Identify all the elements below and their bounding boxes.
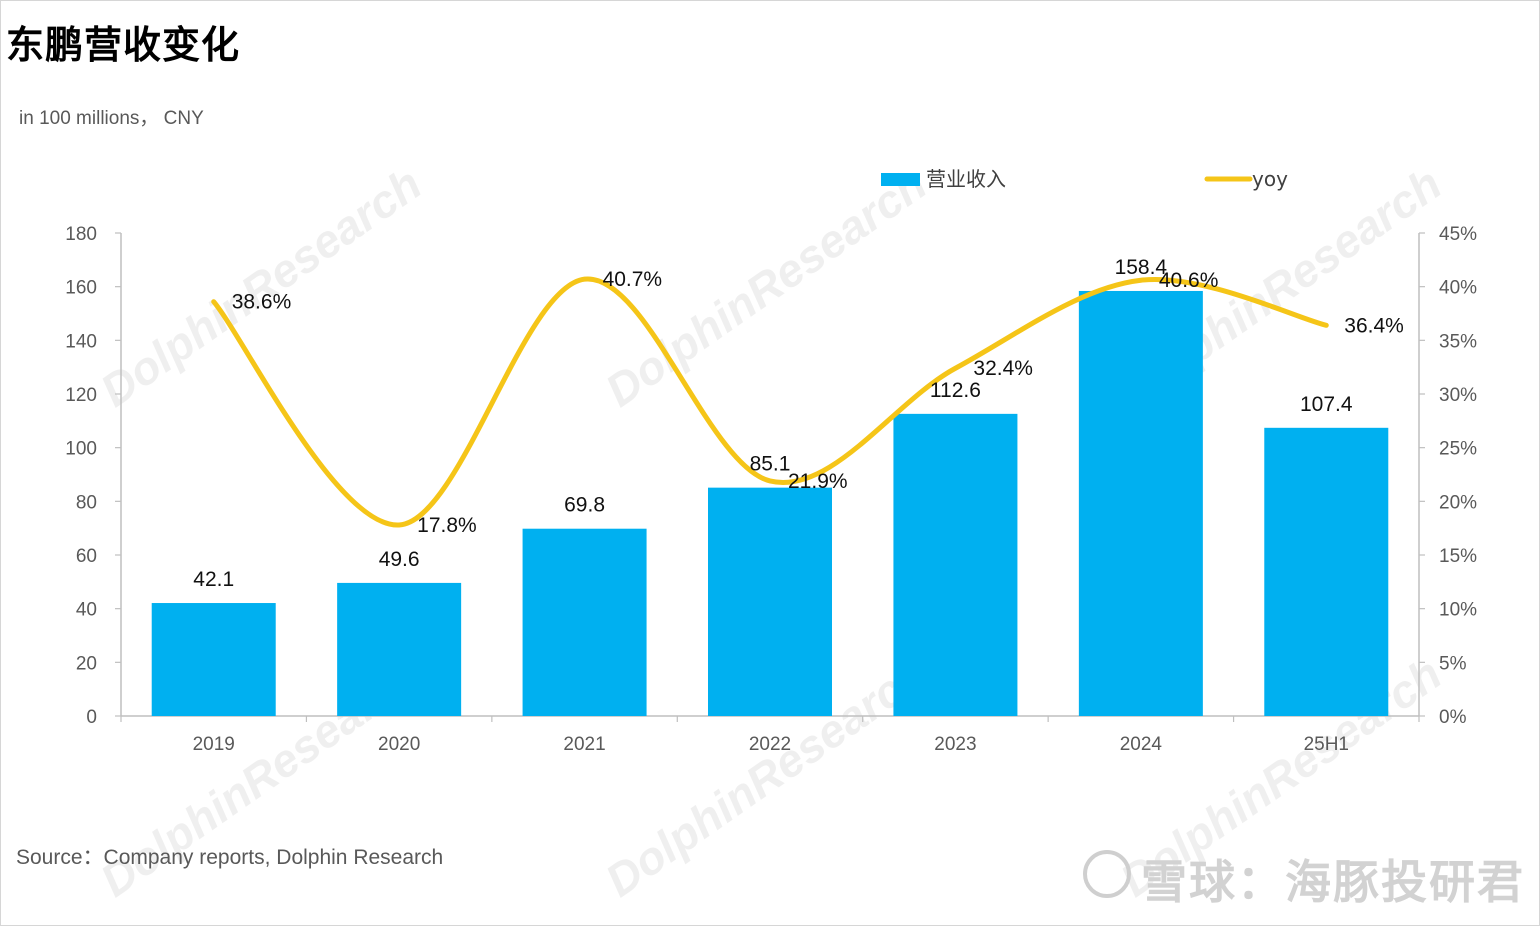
revenue-bar [1264,427,1389,716]
y-left-tick-label: 140 [65,331,97,352]
revenue-bar [337,582,462,716]
y-right-tick-label: 0% [1439,707,1467,728]
y-left-tick-label: 80 [76,492,97,513]
y-right-tick-label: 10% [1439,600,1477,621]
y-left-tick-label: 160 [65,278,97,299]
legend-line-label: yoy [1252,167,1288,191]
y-left-tick-label: 120 [65,385,97,406]
chart-title: 东鹏营收变化 [6,23,241,67]
yoy-point [953,366,957,370]
x-tick-label: 2022 [749,734,791,755]
x-tick-label: 25H1 [1304,734,1349,755]
revenue-bar [151,603,276,716]
y-left-tick-label: 180 [65,224,97,245]
x-tick-label: 2020 [378,734,420,755]
revenue-data-label: 85.1 [750,453,791,476]
y-right-tick-label: 20% [1439,492,1477,513]
y-left-tick-label: 40 [76,600,97,621]
revenue-data-label: 112.6 [930,379,981,402]
y-right-tick-label: 25% [1439,439,1477,460]
yoy-point [397,523,401,527]
yoy-point [1324,323,1328,327]
y-left-tick-label: 20 [76,653,97,674]
watermark-text: 雪球：海豚投研君 [1141,855,1525,909]
data-labels: 42.1 49.6 69.8 85.1 112.6 158.4 107.4 38.6% 17.8… [193,256,1404,591]
revenue-data-label: 69.8 [564,494,605,517]
revenue-bar [708,487,832,716]
y-left-tick-label: 0 [86,707,97,728]
yoy-data-label: 32.4% [973,357,1033,380]
yoy-point [583,277,587,281]
yoy-data-label: 40.7% [603,268,663,291]
legend-bar-label: 营业收入 [926,167,1006,191]
yoy-data-label: 17.8% [417,514,477,537]
revenue-data-label: 107.4 [1300,393,1353,416]
x-tick-label: 2023 [934,734,976,755]
source-note: Source：Company reports, Dolphin Research [16,846,444,869]
xueqiu-logo-icon [1083,850,1131,898]
yoy-point [1139,278,1143,282]
x-tick-label: 2019 [193,734,235,755]
yoy-data-label: 21.9% [788,470,848,493]
x-tick-label: 2021 [563,734,605,755]
line-series [211,276,1329,528]
revenue-data-label: 49.6 [379,548,420,571]
revenue-bar [1078,290,1203,716]
y-left-tick-label: 60 [76,546,97,567]
y-right-tick-label: 35% [1439,331,1477,352]
legend: 营业收入 yoy [881,167,1288,191]
revenue-data-label: 42.1 [193,568,234,591]
revenue-data-label: 158.4 [1115,256,1168,279]
yoy-data-label: 36.4% [1344,314,1404,337]
yoy-point [768,479,772,483]
x-tick-label: 2024 [1120,734,1163,755]
y-right-tick-label: 45% [1439,224,1477,245]
y-right-tick-label: 40% [1439,278,1477,299]
yoy-data-label: 40.6% [1159,269,1219,292]
y-right-tick-label: 30% [1439,385,1477,406]
unit-note: in 100 millions， CNY [19,108,204,129]
y-right-tick-label: 5% [1439,653,1467,674]
revenue-bar [893,413,1018,716]
xueqiu-watermark: 雪球：海豚投研君 [1083,846,1523,909]
legend-bar-swatch [881,173,920,186]
yoy-data-label: 38.6% [232,291,292,314]
revenue-bar [522,528,647,716]
y-right-tick-label: 15% [1439,546,1477,567]
yoy-point [212,300,216,304]
y-left-tick-label: 100 [65,439,97,460]
bar-series [151,290,1389,716]
